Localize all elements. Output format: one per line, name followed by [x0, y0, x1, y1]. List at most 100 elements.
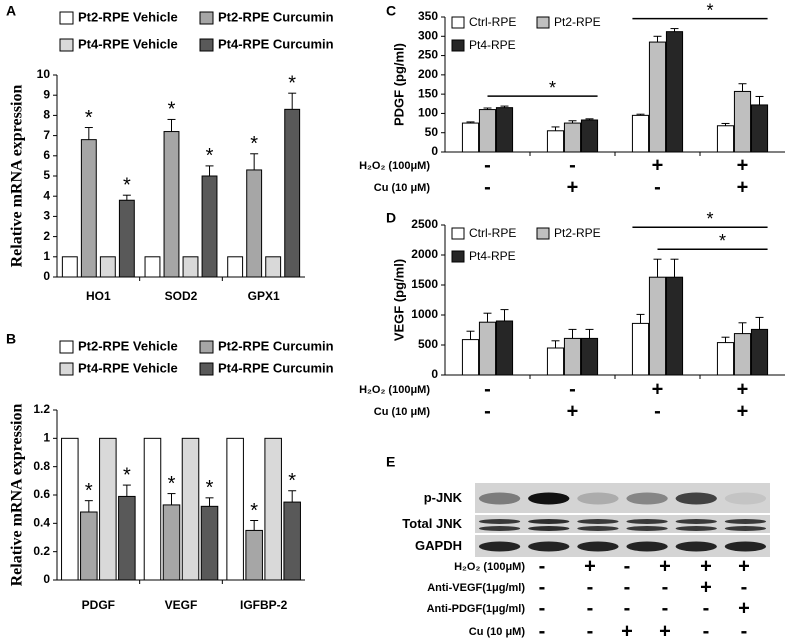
legend-swatch [451, 39, 465, 52]
significance-marker: * [168, 99, 176, 121]
legend-label: Pt2-RPE Curcumin [218, 338, 334, 353]
y-axis-label: Relative mRNA expression [9, 85, 26, 268]
condition-sign: + [737, 378, 749, 400]
blot-strip [475, 515, 770, 533]
blot-band [528, 519, 570, 524]
bar [200, 505, 219, 581]
bar [750, 328, 769, 376]
x-tick-label: GPX1 [248, 289, 280, 303]
bar [631, 322, 650, 376]
y-axis-label: Relative mRNA expression [9, 404, 26, 587]
x-tick-label: SOD2 [165, 289, 198, 303]
bar [284, 108, 301, 278]
legend-label: Pt4-RPE [469, 249, 516, 263]
bar [563, 122, 582, 153]
condition-label: Anti-PDGF(1μg/ml) [427, 603, 526, 615]
bar [631, 114, 650, 153]
condition-sign: + [652, 154, 664, 176]
bar [665, 31, 684, 153]
condition-sign: + [567, 176, 579, 198]
bar [665, 276, 684, 376]
blot-strip [475, 483, 770, 513]
legend-swatch [59, 11, 74, 25]
x-tick-label: PDGF [82, 598, 115, 612]
condition-label: H₂O₂ (100μM) [359, 384, 430, 396]
blot-band [626, 526, 668, 531]
blot-band [478, 541, 521, 552]
y-tick-label: 1 [43, 249, 50, 263]
condition-sign: - [624, 597, 631, 619]
blot-band [478, 519, 521, 524]
bar [144, 256, 161, 278]
bar [201, 175, 218, 278]
y-tick-label: 50 [425, 125, 439, 139]
bar [478, 321, 497, 376]
y-tick-label: 0 [431, 144, 438, 158]
blot-band [675, 492, 717, 505]
blot-band [675, 541, 717, 552]
condition-sign: - [587, 576, 594, 598]
legend-swatch [536, 16, 550, 29]
x-tick-label: HO1 [86, 289, 111, 303]
condition-sign: - [624, 555, 631, 577]
condition-sign: + [737, 176, 749, 198]
legend-label: Pt2-RPE Vehicle [78, 9, 178, 24]
legend-label: Pt2-RPE Vehicle [78, 338, 178, 353]
condition-sign: - [587, 620, 594, 642]
condition-sign: - [703, 597, 710, 619]
bar [181, 437, 200, 581]
condition-sign: + [700, 576, 712, 598]
bar [580, 337, 599, 376]
y-tick-label: 2000 [411, 247, 438, 261]
bar [648, 41, 667, 153]
condition-sign: + [738, 597, 750, 619]
bar [227, 256, 244, 278]
bar [61, 437, 79, 581]
condition-sign: - [484, 176, 491, 198]
significance-marker: * [549, 78, 556, 98]
significance-marker: * [85, 107, 93, 129]
y-tick-label: 0.8 [33, 459, 50, 473]
bar [495, 320, 514, 376]
y-tick-label: 5 [43, 168, 50, 182]
bar [648, 276, 667, 376]
y-tick-label: 2 [43, 229, 50, 243]
significance-marker: * [123, 174, 131, 196]
blot-band [675, 526, 717, 531]
blot-band [528, 526, 570, 531]
condition-label: H₂O₂ (100μM) [454, 561, 525, 573]
condition-label: Cu (10 μM) [374, 182, 431, 194]
bar [495, 107, 514, 153]
legend-label: Ctrl-RPE [469, 226, 516, 240]
legend-swatch [451, 16, 465, 29]
condition-sign: + [659, 555, 671, 577]
y-tick-label: 0 [431, 367, 438, 381]
condition-sign: + [738, 555, 750, 577]
legend-label: Pt2-RPE [554, 226, 601, 240]
condition-label: Cu (10 μM) [374, 406, 431, 418]
condition-sign: + [652, 378, 664, 400]
bar [182, 256, 199, 278]
condition-sign: + [621, 620, 633, 642]
bar [61, 256, 78, 278]
legend-swatch [59, 38, 74, 52]
bar [99, 256, 116, 278]
panel-letter: B [6, 331, 16, 347]
y-tick-label: 10 [37, 67, 51, 81]
y-tick-label: 100 [418, 106, 438, 120]
x-tick-label: IGFBP-2 [240, 598, 288, 612]
blot-band [724, 519, 767, 524]
significance-marker: * [706, 0, 713, 20]
bar [118, 199, 135, 278]
significance-marker: * [168, 473, 176, 495]
panel-letter: A [6, 3, 16, 19]
y-tick-label: 0 [43, 269, 50, 283]
condition-sign: - [539, 597, 546, 619]
bar [246, 169, 263, 278]
legend-label: Pt4-RPE Vehicle [78, 36, 178, 51]
condition-label: Anti-VEGF(1μg/ml) [427, 582, 525, 594]
condition-sign: - [569, 378, 576, 400]
y-tick-label: 3 [43, 209, 50, 223]
significance-marker: * [206, 477, 214, 499]
